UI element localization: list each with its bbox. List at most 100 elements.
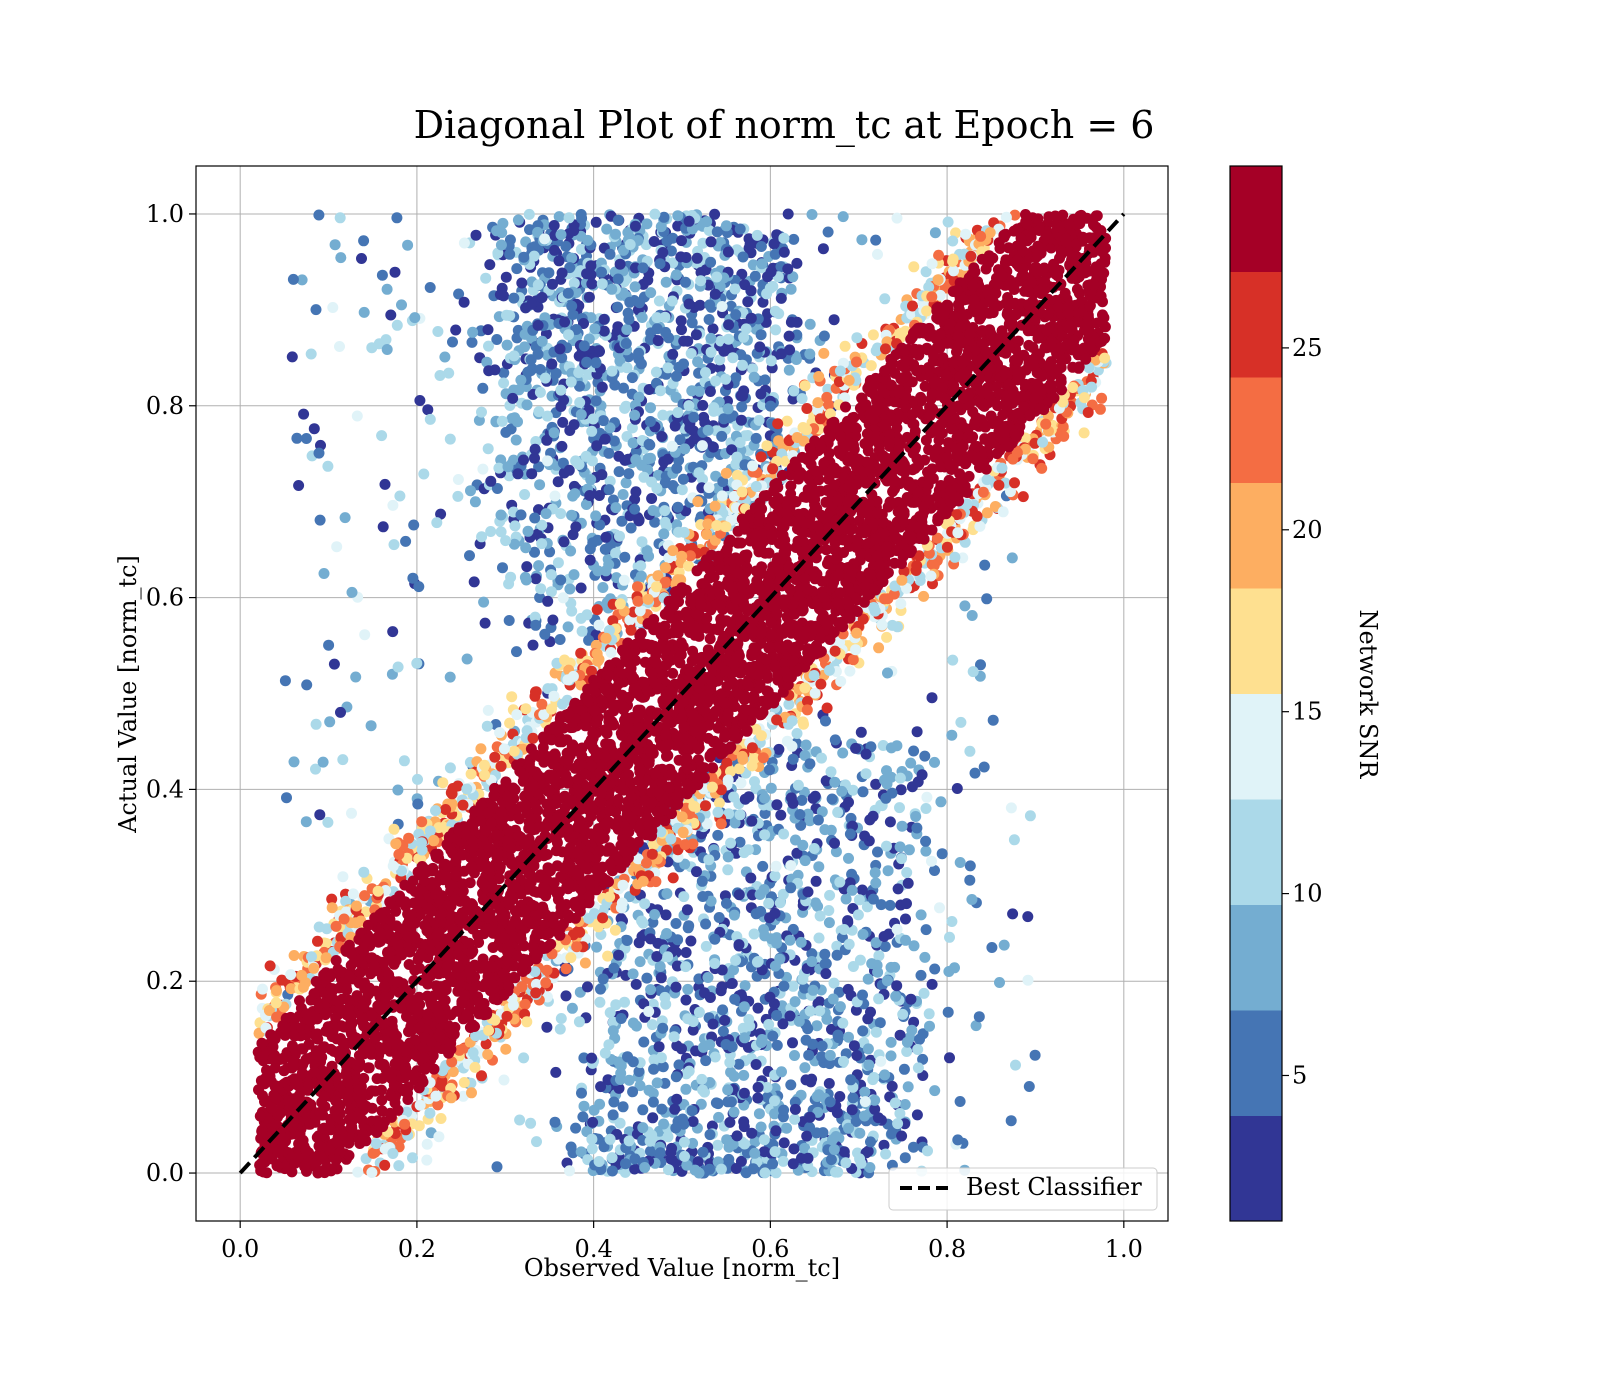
data-point [678, 891, 690, 903]
data-point [637, 1104, 649, 1116]
data-point [866, 958, 878, 970]
data-point [435, 508, 447, 520]
data-point [981, 474, 993, 486]
data-point [661, 928, 673, 939]
data-point [918, 987, 930, 999]
data-point [850, 1116, 862, 1127]
data-point [473, 414, 485, 426]
data-point [855, 1157, 867, 1169]
data-point [365, 720, 377, 732]
data-point [553, 211, 565, 223]
data-point [392, 784, 404, 796]
data-point [597, 582, 609, 593]
data-point [761, 440, 773, 452]
data-point [590, 216, 602, 228]
data-point [700, 918, 712, 930]
data-point [892, 883, 904, 895]
data-point [489, 751, 501, 763]
data-point [929, 756, 940, 768]
data-point [599, 1047, 611, 1059]
data-point [616, 515, 628, 527]
data-point [824, 1049, 836, 1061]
data-point [754, 889, 766, 900]
data-point [693, 1006, 705, 1018]
data-point [1022, 974, 1034, 986]
data-point [974, 520, 986, 532]
data-point [560, 240, 572, 252]
data-point [692, 356, 704, 368]
data-point [479, 759, 490, 771]
data-point [942, 216, 954, 228]
data-point [298, 408, 310, 420]
data-point [769, 248, 781, 260]
data-point [566, 509, 578, 521]
data-point [416, 816, 428, 828]
data-point [831, 940, 843, 952]
data-point [697, 399, 709, 411]
data-point [771, 714, 783, 726]
data-point [635, 560, 647, 572]
data-point [862, 1013, 874, 1025]
data-point [795, 936, 807, 948]
data-point [707, 323, 719, 335]
data-point [789, 996, 801, 1008]
data-point [416, 844, 428, 856]
data-point [783, 330, 795, 342]
data-point [545, 569, 557, 581]
data-point [643, 384, 655, 395]
data-point [733, 889, 745, 901]
data-point [793, 1015, 805, 1027]
data-point [977, 486, 989, 498]
data-point [799, 380, 811, 392]
data-point [306, 951, 317, 963]
data-point [912, 1062, 924, 1074]
data-point [695, 267, 707, 278]
data-point [851, 627, 863, 639]
data-point [725, 1096, 737, 1108]
data-point [843, 938, 855, 950]
data-point [842, 915, 854, 927]
data-point [621, 935, 633, 946]
data-point [645, 984, 657, 996]
data-point [747, 363, 759, 375]
data-point [878, 931, 890, 942]
data-point [896, 820, 908, 832]
data-point [757, 296, 769, 308]
data-point [566, 300, 578, 312]
data-point [687, 1137, 699, 1149]
data-point [613, 466, 625, 478]
data-point [921, 791, 933, 803]
data-point [317, 756, 329, 768]
data-point [337, 754, 349, 766]
data-point [854, 1127, 866, 1139]
data-point [807, 984, 819, 996]
data-point [519, 998, 531, 1010]
data-point [869, 605, 881, 617]
data-point [482, 324, 494, 336]
data-point [802, 808, 814, 820]
data-point [801, 704, 813, 716]
data-point [622, 307, 634, 319]
data-point [767, 1158, 779, 1170]
data-point [758, 924, 770, 936]
data-point [555, 508, 567, 520]
data-point [796, 794, 808, 806]
data-point [975, 230, 987, 242]
data-point [531, 1136, 542, 1148]
data-point [318, 568, 330, 579]
data-point [735, 777, 747, 789]
data-point [787, 980, 799, 992]
data-point [539, 372, 551, 384]
data-point [647, 505, 659, 516]
data-point [747, 460, 759, 472]
data-point [619, 551, 631, 563]
data-point [518, 1052, 530, 1064]
data-point [803, 1049, 815, 1061]
data-point [678, 1136, 690, 1148]
data-point [370, 1138, 382, 1150]
data-point [300, 433, 312, 444]
data-point [424, 413, 436, 425]
data-point [770, 860, 782, 872]
data-point [482, 443, 494, 455]
data-point [672, 407, 684, 418]
